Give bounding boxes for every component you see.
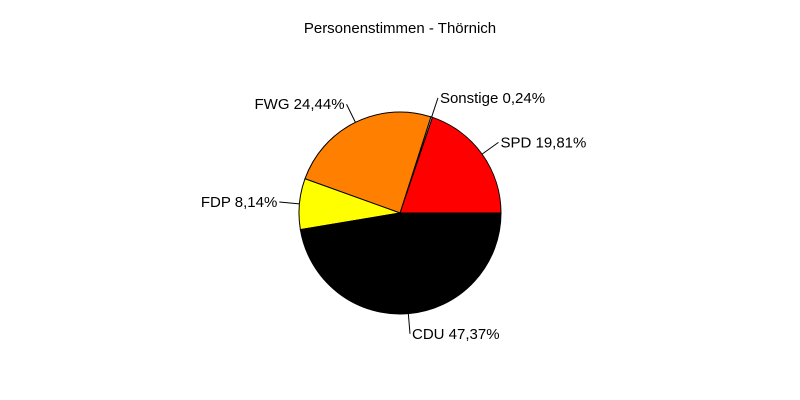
- leader-line-fwg: [346, 104, 356, 123]
- chart-title: Personenstimmen - Thörnich: [304, 20, 496, 37]
- slice-label-fwg: FWG 24,44%: [255, 96, 345, 113]
- pie-labels: SPD 19,81% Sonstige 0,24% FWG 24,44% FDP 8,…: [201, 90, 587, 343]
- pie-slices: [298, 111, 502, 315]
- slice-label-spd: SPD 19,81%: [500, 134, 586, 151]
- leader-line-spd: [481, 141, 499, 155]
- leader-line-cdu: [407, 313, 411, 334]
- slice-label-cdu: CDU 47,37%: [412, 326, 500, 343]
- leader-line-fdp: [279, 201, 300, 205]
- slice-label-fdp: FDP 8,14%: [201, 194, 277, 211]
- pie-slice-cdu: [299, 212, 502, 315]
- leader-line-sonstige: [431, 97, 439, 118]
- pie-slice-fwg: [304, 111, 432, 214]
- slice-label-sonstige: Sonstige 0,24%: [440, 90, 545, 107]
